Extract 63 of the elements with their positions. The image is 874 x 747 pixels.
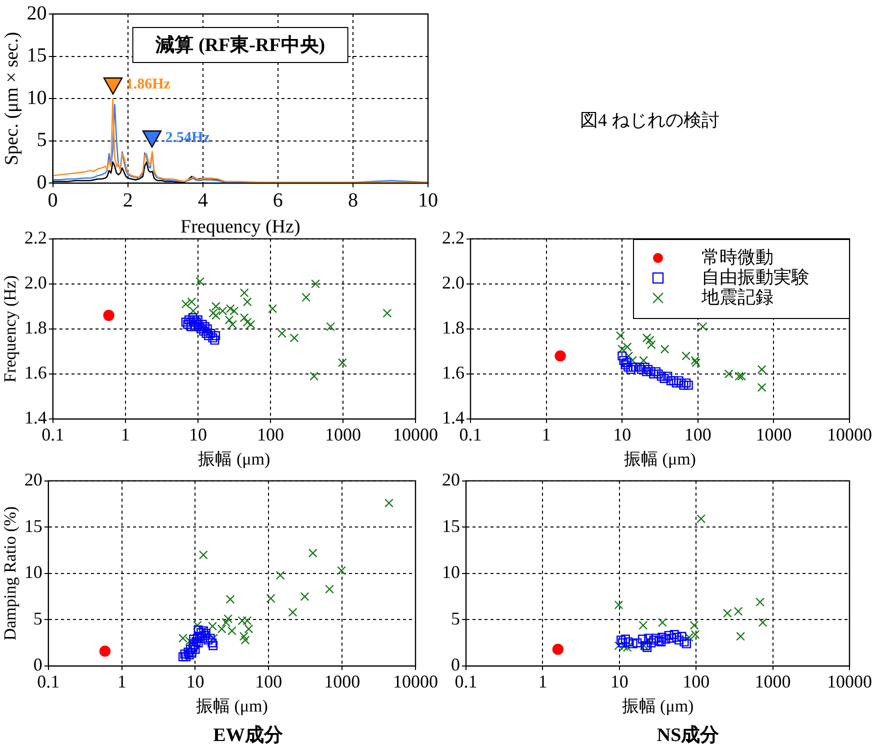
x-tick-label: 100 [256, 424, 284, 445]
y-tick-label: 0 [36, 171, 47, 194]
y-tick-label: 1.8 [24, 318, 47, 338]
x-tick-label: 10000 [393, 424, 438, 445]
x-tick-label: 1000 [324, 424, 361, 445]
y-tick-label: 2.2 [24, 228, 47, 248]
x-axis-title: 振幅 (μm) [198, 449, 270, 468]
x-tick-label: 1000 [754, 672, 791, 692]
x-tick-label: 1 [120, 424, 130, 445]
y-tick-label: 10 [24, 562, 42, 582]
x-tick-label: 10 [610, 672, 628, 692]
y-tick-label: 1.6 [442, 362, 464, 383]
text: NS成分 [656, 724, 720, 747]
x-tick-label: 1 [538, 672, 548, 692]
legend-label: 常時微動 [702, 246, 774, 268]
x-tick-label: 1000 [756, 424, 792, 445]
y-tick-label: 1.8 [442, 318, 464, 338]
x-tick-label: 10000 [827, 424, 872, 445]
text: 減算 (RF東-RF中央) [132, 27, 348, 63]
y-tick-label: 10 [26, 86, 47, 109]
x-tick-label: 10 [188, 424, 207, 445]
annotation: 2.54Hz [165, 130, 210, 146]
y-tick-label: 2.0 [442, 272, 464, 293]
x-tick-label: 6 [272, 189, 283, 212]
x-tick-label: 1000 [324, 672, 360, 692]
legend-label: 地震記録 [702, 286, 774, 308]
y-axis-title: Spec. (μm × sec.) [1, 32, 22, 166]
x-tick-label: 1 [117, 672, 126, 692]
y-tick-label: 5 [451, 608, 460, 628]
y-axis-title: Damping Ratio (%) [0, 506, 20, 640]
x-tick-label: 10000 [393, 672, 438, 692]
y-tick-label: 2.0 [24, 272, 47, 293]
legend-label: 自由振動実験 [702, 266, 810, 288]
x-tick-label: 10 [186, 672, 204, 692]
x-axis-title: 振幅 (μm) [196, 696, 268, 716]
y-tick-label: 2.2 [442, 228, 464, 248]
y-tick-label: 10 [442, 562, 460, 582]
x-axis-title: 振幅 (μm) [624, 449, 696, 468]
y-tick-label: 15 [24, 516, 42, 536]
x-tick-label: 4 [198, 189, 208, 212]
x-axis-title: Frequency (Hz) [180, 216, 300, 238]
y-tick-label: 20 [24, 470, 42, 490]
x-tick-label: 10000 [827, 672, 872, 692]
y-tick-label: 1.6 [24, 362, 47, 383]
x-tick-label: 100 [684, 424, 712, 445]
x-tick-label: 100 [255, 672, 282, 692]
y-tick-label: 20 [442, 470, 460, 490]
x-tick-label: 2 [122, 189, 133, 212]
annotation: 1.86Hz [126, 76, 171, 92]
x-tick-label: 1 [542, 424, 551, 445]
x-axis-title: 振幅 (μm) [622, 696, 694, 716]
x-tick-label: 10 [418, 189, 438, 212]
y-tick-label: 20 [26, 2, 47, 24]
y-tick-label: 5 [33, 608, 42, 628]
x-tick-label: 8 [348, 189, 358, 212]
x-tick-label: 10 [613, 424, 632, 445]
text: EW成分 [213, 724, 283, 747]
x-tick-label: 100 [682, 672, 710, 692]
caption: 図4 ねじれの検討 [580, 109, 720, 132]
y-tick-label: 15 [442, 516, 460, 536]
y-tick-label: 5 [36, 129, 47, 152]
y-axis-title: Frequency (Hz) [0, 275, 20, 382]
y-tick-label: 15 [26, 44, 47, 67]
